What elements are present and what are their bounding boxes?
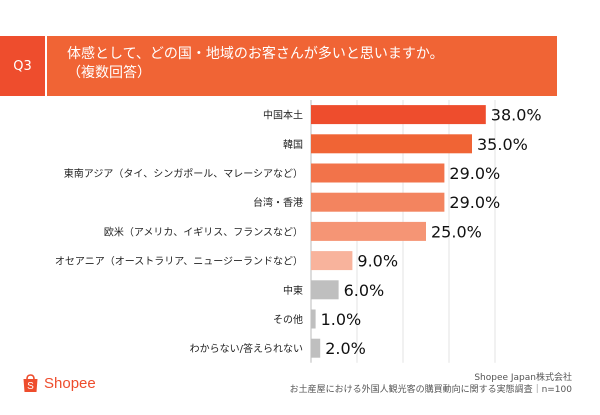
category-label: 欧米（アメリカ、イギリス、フランスなど） [104,225,303,238]
question-title: 体感として、どの国・地域のお客さんが多いと思いますか。 （複数回答） [47,36,557,96]
bar [311,221,426,241]
bar-chart: 中国本土 38.0% 韓国 35.0% 東南アジア（タイ、シンガポール、マレーシアなど）… [55,100,542,363]
bar [311,192,445,212]
bar [311,338,321,358]
footer-survey: お土産屋における外国人観光客の購買動向に関する実態調査｜n=100 [289,385,572,395]
question-title-line1: 体感として、どの国・地域のお客さんが多いと思いますか。 [67,46,444,62]
bar [311,163,445,183]
category-label: 東南アジア（タイ、シンガポール、マレーシアなど） [64,167,303,180]
bar [311,105,486,125]
category-label: 中国本土 [263,109,303,122]
bar [311,134,472,154]
data-label: 29.0% [449,164,500,183]
category-label: オセアニア（オーストラリア、ニュージーランドなど） [55,256,303,268]
data-label: 35.0% [477,135,528,154]
svg-text:S: S [27,381,34,392]
brand-name: Shopee [44,375,96,392]
data-label: 29.0% [449,193,500,212]
data-label: 25.0% [431,222,482,241]
shopee-logo: S Shopee [22,374,96,393]
bar [311,309,316,329]
category-label: わからない/答えられない [190,342,303,355]
data-label: 9.0% [357,252,398,271]
bar [311,280,339,300]
category-label: 中東 [283,284,303,297]
question-title-line2: （複数回答） [67,65,151,81]
data-label: 6.0% [344,281,385,300]
data-label: 38.0% [491,106,542,125]
footer-company: Shopee Japan株式会社 [474,373,572,383]
category-label: その他 [273,313,303,326]
bar [311,251,353,271]
category-label: 韓国 [283,139,303,151]
category-label: 台湾・香港 [253,196,303,209]
shopping-bag-icon: S [23,374,38,392]
question-badge: Q3 [0,36,45,96]
data-label: 2.0% [325,339,366,358]
data-label: 1.0% [321,310,362,329]
